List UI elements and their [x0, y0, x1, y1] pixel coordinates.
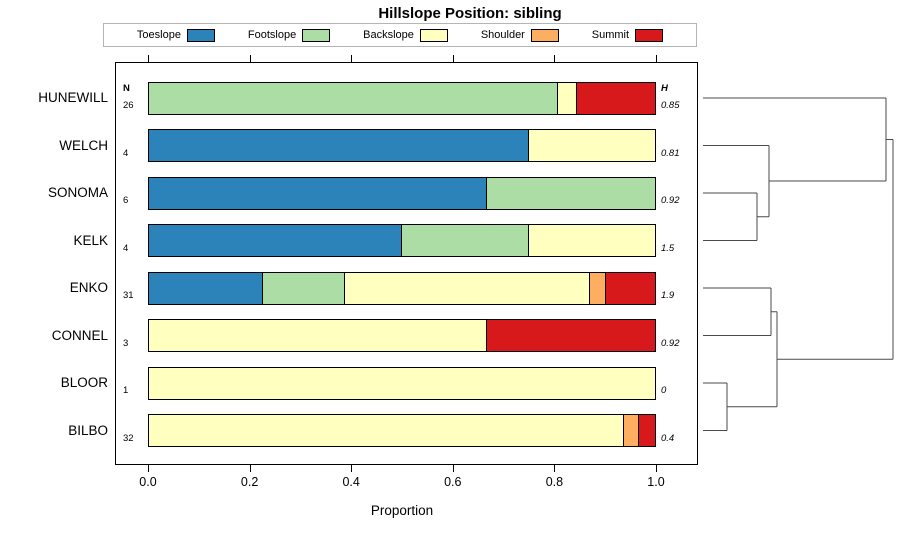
legend-label: Backslope	[363, 29, 414, 41]
legend-swatch	[635, 28, 664, 42]
legend-label: Summit	[591, 29, 630, 41]
x-axis-tick-label: 0.0	[139, 475, 157, 489]
bar-segment-shoulder	[589, 272, 606, 304]
stacked-bar-bloor	[148, 366, 656, 400]
row-label-sonoma: SONOMA	[47, 185, 108, 200]
row-label-bilbo: BILBO	[68, 422, 108, 438]
legend-swatch	[302, 28, 331, 42]
stacked-bar-enko	[148, 271, 656, 305]
x-axis-tick-bottom	[452, 465, 454, 472]
bar-segment-footslope	[263, 272, 345, 304]
x-axis-tick-top	[452, 55, 454, 62]
legend-label: Shoulder	[480, 29, 525, 41]
chart-title: Hillslope Position: sibling	[378, 5, 562, 22]
bar-segment-toeslope	[149, 130, 529, 161]
row-label-kelk: KELK	[73, 232, 108, 248]
bar-segment-backslope	[149, 415, 624, 446]
row-label-hunewill: HUNEWILL	[38, 90, 108, 105]
h-value: 1.5	[661, 242, 675, 254]
x-axis-tick-bottom	[554, 465, 556, 472]
x-axis-tick-top	[148, 55, 149, 62]
stacked-bar-connel	[148, 319, 656, 352]
bar-segment-backslope	[528, 130, 655, 161]
bar-segment-toeslope	[149, 177, 487, 209]
legend-item-backslope: Backslope	[363, 28, 448, 42]
n-value: 4	[123, 242, 129, 254]
stacked-bar-kelk	[148, 224, 656, 257]
x-axis-tick-label: 0.8	[545, 475, 564, 489]
bar-segment-backslope	[149, 320, 487, 351]
n-column-header: N	[123, 83, 130, 94]
row-label-bloor: BLOOR	[60, 375, 108, 390]
x-axis-tick-bottom	[148, 465, 149, 472]
x-axis-tick-label: 0.6	[444, 475, 462, 489]
x-axis-tick-top	[249, 55, 251, 62]
h-column-header: H	[661, 83, 668, 94]
h-value: 0	[661, 385, 667, 396]
row-label-welch: WELCH	[59, 137, 108, 153]
h-value: 0.4	[661, 432, 675, 444]
n-value: 31	[123, 290, 134, 301]
x-axis-tick-label: 1.0	[647, 475, 665, 489]
bar-segment-toeslope	[149, 272, 264, 304]
legend-label: Toeslope	[136, 29, 181, 41]
legend-swatch	[530, 28, 559, 42]
n-value: 26	[123, 100, 134, 111]
legend-item-footslope: Footslope	[247, 28, 331, 42]
bar-segment-summit	[486, 320, 655, 351]
row-label-enko: ENKO	[69, 280, 108, 295]
h-value: 0.81	[661, 147, 680, 159]
h-value: 0.92	[661, 337, 680, 349]
legend-item-shoulder: Shoulder	[480, 28, 559, 42]
bar-segment-summit	[605, 272, 655, 304]
bar-segment-footslope	[402, 225, 529, 256]
row-label-connel: CONNEL	[51, 327, 108, 343]
n-value: 1	[123, 385, 129, 396]
legend-label: Footslope	[247, 29, 297, 41]
bar-segment-backslope	[149, 367, 655, 399]
bar-segment-backslope	[528, 225, 655, 256]
x-axis-title: Proportion	[370, 503, 434, 518]
n-value: 4	[123, 147, 129, 159]
n-value: 32	[123, 432, 134, 444]
bar-segment-summit	[577, 82, 655, 114]
legend-swatch	[186, 28, 215, 42]
x-axis-tick-bottom	[351, 465, 353, 472]
bar-segment-shoulder	[623, 415, 640, 446]
x-axis-tick-bottom	[656, 465, 657, 472]
h-value: 0.85	[661, 100, 680, 111]
bar-segment-backslope	[344, 272, 590, 304]
legend-swatch	[419, 28, 448, 42]
x-axis-tick-top	[554, 55, 556, 62]
bar-segment-footslope	[149, 82, 558, 114]
stacked-bar-hunewill	[148, 81, 656, 115]
legend-item-toeslope: Toeslope	[136, 28, 215, 42]
n-value: 3	[123, 337, 129, 349]
bar-segment-footslope	[486, 177, 655, 209]
stacked-bar-sonoma	[148, 176, 656, 210]
h-value: 1.9	[661, 290, 675, 301]
h-value: 0.92	[661, 195, 680, 206]
x-axis-tick-bottom	[249, 465, 251, 472]
x-axis-tick-label: 0.2	[240, 475, 259, 489]
stacked-bar-bilbo	[148, 414, 656, 447]
n-value: 6	[123, 195, 129, 206]
bar-segment-backslope	[557, 82, 578, 114]
stacked-bar-welch	[148, 129, 656, 162]
x-axis-tick-label: 0.4	[342, 475, 360, 489]
legend-item-summit: Summit	[591, 28, 664, 42]
bar-segment-toeslope	[149, 225, 402, 256]
x-axis-tick-top	[351, 55, 353, 62]
legend: Toeslope Footslope Backslope Shoulder Summit	[103, 23, 697, 47]
x-axis-tick-top	[656, 55, 657, 62]
plot-border	[115, 62, 698, 465]
bar-segment-summit	[639, 415, 655, 446]
